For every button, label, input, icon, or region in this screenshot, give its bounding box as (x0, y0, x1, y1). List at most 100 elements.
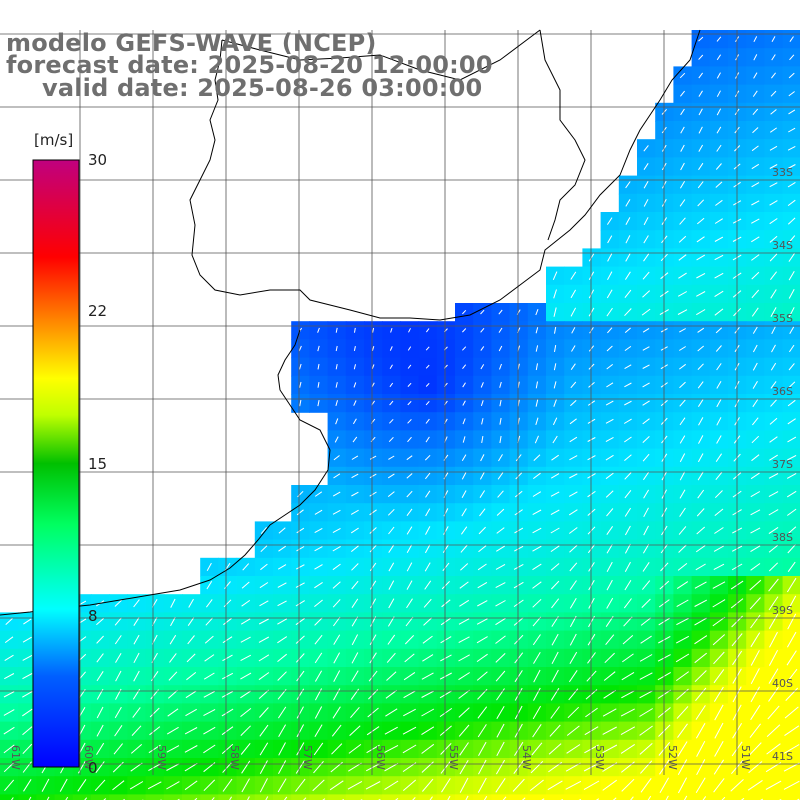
wind-vector (148, 763, 162, 772)
longitude-labels: 61W 60W 59W 58W 57W 56W 55W 54W 53W 52W 51W (9, 745, 752, 770)
speed-cell (728, 794, 747, 800)
wind-vector (623, 598, 632, 609)
colorbar-tick-22: 22 (88, 302, 108, 320)
wind-vector (713, 651, 725, 665)
speed-cell (691, 794, 711, 800)
wind-vector (532, 616, 542, 627)
wind-vector (716, 108, 722, 116)
wind-vector (402, 726, 417, 735)
wind-vector (751, 271, 760, 280)
wind-vector (349, 725, 361, 736)
wind-vector (713, 545, 724, 552)
wind-vector (23, 618, 32, 625)
wind-vector (369, 527, 377, 534)
wind-vector (406, 580, 413, 590)
wind-vector (184, 762, 198, 772)
speed-cell (0, 794, 19, 800)
wind-vector (677, 723, 688, 738)
wind-vector (713, 778, 725, 793)
wind-vector (229, 796, 233, 800)
speed-cell (455, 794, 474, 800)
wind-vector (694, 617, 708, 626)
wind-vector (425, 328, 430, 333)
wind-vector (768, 491, 779, 498)
wind-vector (129, 781, 144, 790)
speed-cell (746, 794, 765, 800)
wind-vector (498, 309, 503, 315)
wind-vector (713, 669, 725, 684)
wind-vector (402, 779, 417, 791)
wind-vector (441, 599, 451, 608)
wind-vector (170, 616, 176, 627)
wind-vector (298, 345, 302, 352)
wind-vector (680, 144, 685, 152)
wind-vector (751, 218, 760, 224)
wind-vector (95, 761, 105, 774)
speed-cell (18, 794, 37, 800)
wind-vector (59, 778, 68, 792)
wind-vector (587, 508, 596, 516)
wind-vector (607, 327, 613, 334)
wind-vector (442, 544, 449, 553)
wind-vector (170, 598, 176, 608)
wind-vector (186, 653, 196, 663)
wind-vector (643, 525, 649, 536)
wind-vector (534, 435, 539, 444)
wind-vector (568, 491, 578, 497)
wind-vector (769, 182, 778, 188)
wind-vector (424, 580, 432, 590)
wind-vector (642, 327, 650, 333)
wind-vector (771, 72, 776, 79)
wind-vector (789, 326, 795, 334)
wind-vector (481, 436, 484, 443)
wind-vector (554, 345, 557, 352)
wind-vector (679, 489, 686, 499)
wind-vector (749, 723, 761, 738)
wind-vector (3, 691, 15, 698)
wind-vector (499, 399, 502, 407)
wind-vector (221, 743, 234, 754)
wind-vector (696, 272, 706, 279)
wind-vector (771, 36, 776, 43)
title-valid-date: valid date: 2025-08-26 03:00:00 (42, 74, 483, 102)
wind-vector (131, 725, 142, 736)
wind-vector (460, 544, 468, 553)
wind-vector (334, 436, 339, 443)
wind-vector (643, 253, 650, 262)
wind-vector (389, 364, 393, 369)
wind-vector (296, 742, 305, 756)
wind-vector (716, 417, 722, 426)
wind-vector (678, 235, 687, 243)
wind-vector (571, 345, 576, 352)
wind-vector (353, 364, 356, 370)
wind-vector (314, 706, 323, 719)
wind-vector (407, 346, 412, 351)
wind-vector (203, 690, 216, 698)
wind-vector (769, 454, 778, 461)
wind-vector (787, 199, 796, 207)
wind-vector (332, 545, 341, 552)
wind-vector (535, 399, 539, 407)
wind-vector (788, 271, 795, 281)
speed-cell (327, 794, 347, 800)
wind-vector (351, 473, 359, 479)
speed-cell (782, 794, 800, 800)
wind-vector (406, 490, 413, 498)
wind-vector (499, 381, 502, 388)
wind-vector (750, 491, 761, 498)
wind-vector (630, 796, 634, 800)
wind-vector (22, 690, 33, 698)
wind-vector (205, 617, 214, 626)
wind-vector (403, 708, 416, 717)
wind-vector (480, 364, 485, 370)
wind-vector (624, 364, 632, 370)
speed-cell (764, 794, 784, 800)
speed-cell (273, 794, 292, 800)
wind-vector (698, 72, 704, 79)
wind-vector (498, 454, 503, 462)
wind-vector (624, 525, 631, 536)
wind-vector (606, 543, 613, 554)
wind-vector (46, 796, 50, 800)
wind-vector (714, 722, 724, 739)
wind-vector (514, 652, 524, 664)
